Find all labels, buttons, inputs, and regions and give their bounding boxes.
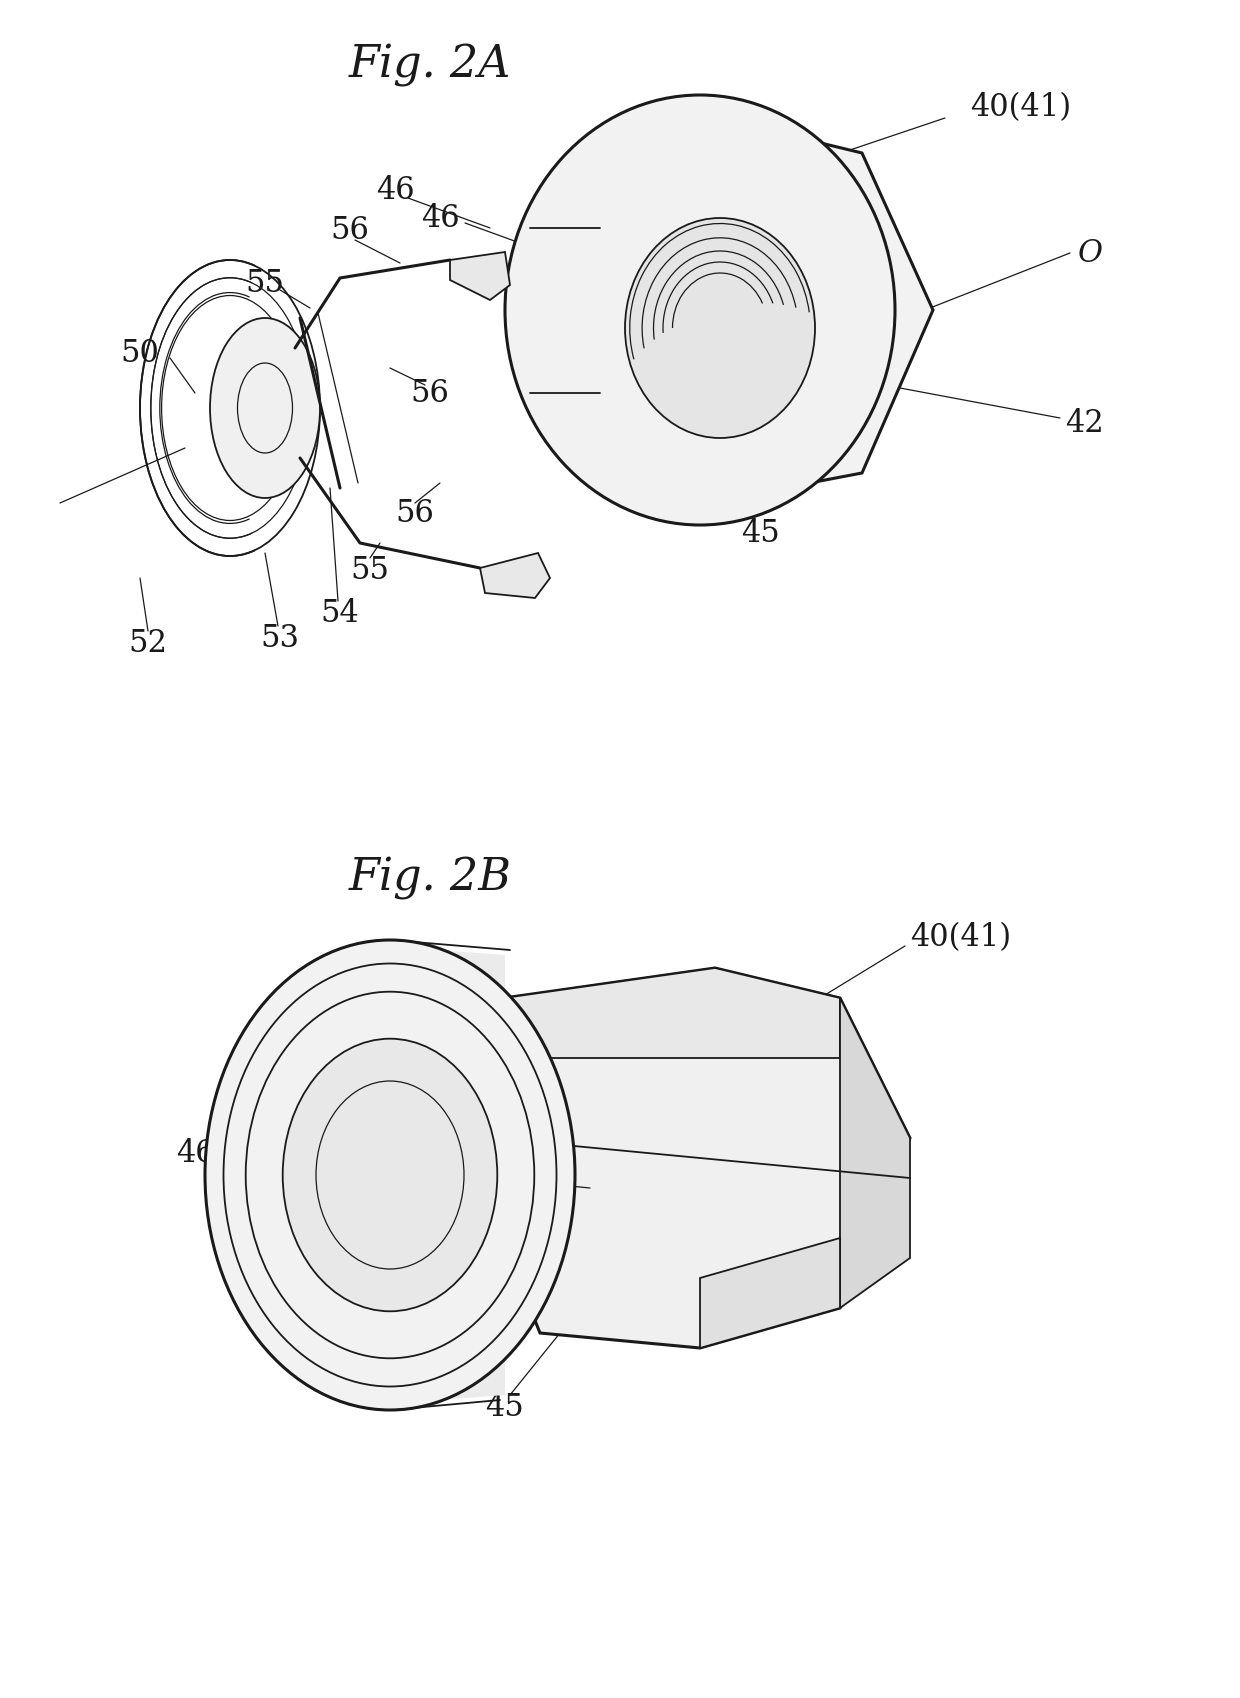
- Polygon shape: [480, 554, 551, 598]
- Text: 46: 46: [376, 175, 414, 205]
- Ellipse shape: [505, 95, 895, 525]
- Ellipse shape: [283, 1039, 497, 1311]
- Text: 52: 52: [129, 628, 167, 659]
- Polygon shape: [701, 1238, 839, 1348]
- Text: Fig. 2B: Fig. 2B: [348, 856, 511, 900]
- Ellipse shape: [210, 318, 320, 498]
- Text: 55: 55: [351, 555, 389, 586]
- Text: 56: 56: [396, 498, 434, 528]
- Polygon shape: [490, 968, 839, 1058]
- Polygon shape: [450, 251, 510, 301]
- Polygon shape: [839, 998, 910, 1307]
- Text: 56: 56: [331, 214, 370, 246]
- Text: 40(41): 40(41): [910, 922, 1011, 954]
- Ellipse shape: [625, 217, 815, 438]
- Polygon shape: [490, 968, 910, 1348]
- Text: 46: 46: [420, 202, 459, 234]
- Text: 45: 45: [740, 518, 780, 548]
- Text: 40(41): 40(41): [970, 92, 1071, 124]
- Text: 50: 50: [120, 338, 160, 368]
- Text: 40c: 40c: [247, 1017, 303, 1048]
- Text: O: O: [1078, 238, 1102, 268]
- Ellipse shape: [205, 941, 575, 1409]
- Text: 42: 42: [1065, 408, 1105, 438]
- Polygon shape: [370, 946, 505, 1404]
- Text: Fig. 2A: Fig. 2A: [348, 44, 511, 87]
- Text: 53: 53: [260, 623, 300, 654]
- Text: 54: 54: [321, 598, 360, 628]
- Text: 55: 55: [246, 268, 284, 299]
- Text: 46: 46: [176, 1138, 215, 1168]
- Polygon shape: [508, 121, 932, 499]
- Text: 56: 56: [410, 377, 449, 409]
- Text: 45: 45: [486, 1392, 525, 1423]
